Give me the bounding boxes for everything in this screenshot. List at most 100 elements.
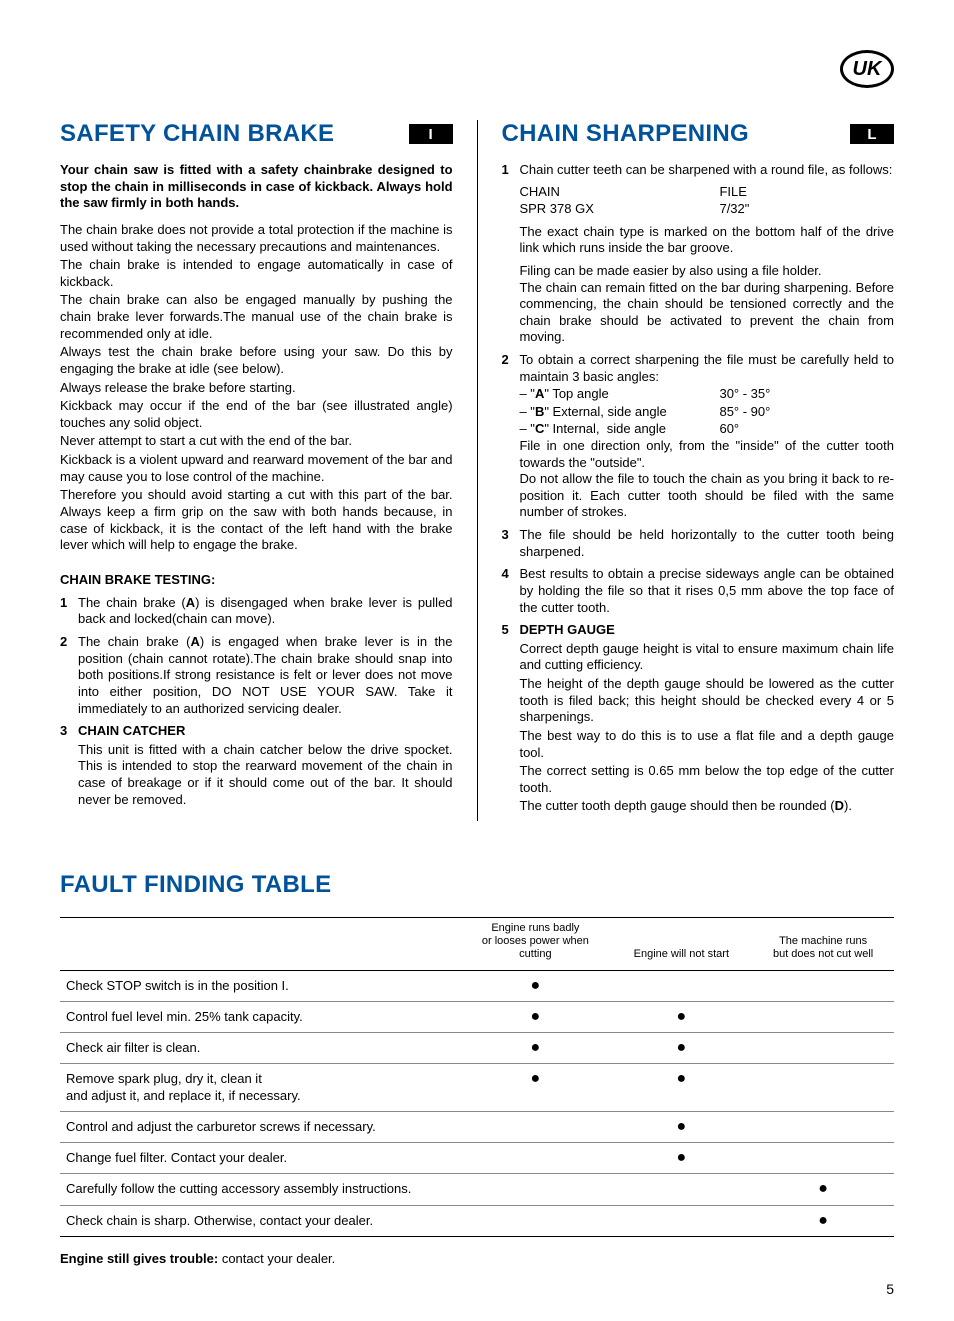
left-para: The chain brake can also be engaged manu… <box>60 292 453 342</box>
left-para: Kickback may occur if the end of the bar… <box>60 398 453 431</box>
angle-c-label: – "C" Internal, side angle <box>519 420 719 438</box>
depth-gauge-p: The correct setting is 0.65 mm below the… <box>519 763 894 796</box>
left-para: Never attempt to start a cut with the en… <box>60 433 453 450</box>
fault-dot-cell <box>460 1143 610 1174</box>
item-number: 1 <box>501 162 519 346</box>
fault-dot-cell <box>752 1033 894 1064</box>
fault-title: FAULT FINDING TABLE <box>60 871 894 899</box>
angle-row: – "C" Internal, side angle 60° <box>519 420 894 438</box>
chain-catcher-head: CHAIN CATCHER <box>78 723 453 740</box>
item-body: DEPTH GAUGE Correct depth gauge height i… <box>519 622 894 815</box>
left-para: Always release the brake before starting… <box>60 380 453 397</box>
table-row: Check air filter is clean.●● <box>60 1033 894 1064</box>
item-body: Chain cutter teeth can be sharpened with… <box>519 162 894 346</box>
table-row: Change fuel filter. Contact your dealer.… <box>60 1143 894 1174</box>
chain-file-header: CHAIN FILE <box>519 183 894 201</box>
fault-dot-cell: ● <box>460 1033 610 1064</box>
fault-dot-cell: ● <box>610 1064 752 1112</box>
table-row: Remove spark plug, dry it, clean itand a… <box>60 1064 894 1112</box>
fault-dot-cell: ● <box>610 1111 752 1142</box>
depth-gauge-p: The cutter tooth depth gauge should then… <box>519 798 894 815</box>
left-para: The chain brake is intended to engage au… <box>60 257 453 290</box>
chain-value: SPR 378 GX <box>519 200 719 218</box>
item-number: 4 <box>501 566 519 616</box>
item2-lead: To obtain a correct sharpening the file … <box>519 352 894 385</box>
fault-check-cell: Remove spark plug, dry it, clean itand a… <box>60 1064 460 1112</box>
left-intro: Your chain saw is fitted with a safety c… <box>60 162 453 212</box>
angle-a-val: 30° - 35° <box>719 385 770 403</box>
item1-after1: The exact chain type is marked on the bo… <box>519 224 894 257</box>
table-row: Carefully follow the cutting accessory a… <box>60 1174 894 1205</box>
fault-footer-rest: contact your dealer. <box>218 1251 335 1266</box>
item-number: 2 <box>501 352 519 521</box>
table-row: Check STOP switch is in the position I.● <box>60 970 894 1001</box>
fault-col-blank <box>60 918 460 971</box>
fault-check-cell: Carefully follow the cutting accessory a… <box>60 1174 460 1205</box>
table-row: Check chain is sharp. Otherwise, contact… <box>60 1205 894 1236</box>
right-title: CHAIN SHARPENING <box>501 120 748 148</box>
angle-a-label: – "A" Top angle <box>519 385 719 403</box>
region-badge: UK <box>840 50 894 88</box>
fault-dot-cell <box>610 1174 752 1205</box>
item2-after1: File in one direction only, from the "in… <box>519 438 894 471</box>
item-number: 5 <box>501 622 519 815</box>
fault-col-2: Engine runs badlyor looses power when cu… <box>460 918 610 971</box>
chain-catcher-text: This unit is fitted with a chain catcher… <box>78 742 453 807</box>
fault-table: Engine runs badlyor looses power when cu… <box>60 917 894 1237</box>
fault-footer: Engine still gives trouble: contact your… <box>60 1251 894 1266</box>
page-number: 5 <box>886 1281 894 1297</box>
left-column: SAFETY CHAIN BRAKE I Your chain saw is f… <box>60 120 453 821</box>
list-item: 5 DEPTH GAUGE Correct depth gauge height… <box>501 622 894 815</box>
list-item: 1 Chain cutter teeth can be sharpened wi… <box>501 162 894 346</box>
item-number: 3 <box>60 723 78 808</box>
list-item: 4 Best results to obtain a precise sidew… <box>501 566 894 616</box>
fault-dot-cell: ● <box>752 1205 894 1236</box>
fault-check-cell: Control fuel level min. 25% tank capacit… <box>60 1001 460 1032</box>
fault-dot-cell <box>610 1205 752 1236</box>
list-item: 1 The chain brake (A) is disengaged when… <box>60 595 453 628</box>
left-para: Therefore you should avoid starting a cu… <box>60 487 453 554</box>
item-body: To obtain a correct sharpening the file … <box>519 352 894 521</box>
fault-footer-bold: Engine still gives trouble: <box>60 1251 218 1266</box>
two-column-layout: SAFETY CHAIN BRAKE I Your chain saw is f… <box>60 120 894 821</box>
file-header: FILE <box>719 183 746 201</box>
table-row: Control and adjust the carburetor screws… <box>60 1111 894 1142</box>
fault-dot-cell: ● <box>460 1064 610 1112</box>
fault-check-cell: Check STOP switch is in the position I. <box>60 970 460 1001</box>
list-item: 3 The file should be held horizontally t… <box>501 527 894 560</box>
item-body: CHAIN CATCHER This unit is fitted with a… <box>78 723 453 808</box>
chain-file-row: SPR 378 GX 7/32" <box>519 200 894 218</box>
angle-c-val: 60° <box>719 420 739 438</box>
fault-dot-cell: ● <box>460 970 610 1001</box>
angle-b-label: – "B" External, side angle <box>519 403 719 421</box>
fault-dot-cell <box>752 1111 894 1142</box>
section-letter-i: I <box>409 124 453 144</box>
item-number: 3 <box>501 527 519 560</box>
list-item: 2 To obtain a correct sharpening the fil… <box>501 352 894 521</box>
fault-dot-cell <box>460 1205 610 1236</box>
left-para: Kickback is a violent upward and rearwar… <box>60 452 453 485</box>
column-divider <box>477 120 478 821</box>
item-body: The chain brake (A) is engaged when brak… <box>78 634 453 717</box>
fault-dot-cell: ● <box>752 1174 894 1205</box>
fault-dot-cell <box>460 1111 610 1142</box>
chain-brake-testing-list: 1 The chain brake (A) is disengaged when… <box>60 595 453 809</box>
fault-dot-cell: ● <box>610 1033 752 1064</box>
left-para: Always test the chain brake before using… <box>60 344 453 377</box>
fault-check-cell: Control and adjust the carburetor screws… <box>60 1111 460 1142</box>
list-item: 2 The chain brake (A) is engaged when br… <box>60 634 453 717</box>
depth-gauge-head: DEPTH GAUGE <box>519 622 894 639</box>
item2-after2: Do not allow the file to touch the chain… <box>519 471 894 521</box>
fault-check-cell: Check air filter is clean. <box>60 1033 460 1064</box>
angle-b-val: 85° - 90° <box>719 403 770 421</box>
item1-lead: Chain cutter teeth can be sharpened with… <box>519 162 894 179</box>
section-letter-l: L <box>850 124 894 144</box>
list-item: 3 CHAIN CATCHER This unit is fitted with… <box>60 723 453 808</box>
item-body: The chain brake (A) is disengaged when b… <box>78 595 453 628</box>
fault-check-cell: Change fuel filter. Contact your dealer. <box>60 1143 460 1174</box>
left-para: The chain brake does not provide a total… <box>60 222 453 255</box>
fault-header-row: Engine runs badlyor looses power when cu… <box>60 918 894 971</box>
chain-sharpening-list: 1 Chain cutter teeth can be sharpened wi… <box>501 162 894 815</box>
fault-dot-cell <box>460 1174 610 1205</box>
fault-dot-cell <box>752 970 894 1001</box>
